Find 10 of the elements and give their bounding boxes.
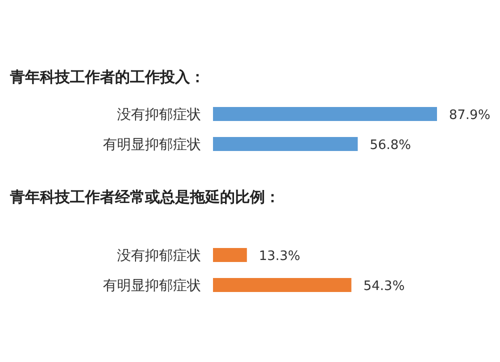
chart-title: 青年科技工作者的工作投入： bbox=[9, 68, 205, 86]
data-label: 54.3% bbox=[363, 279, 405, 294]
data-label: 87.9% bbox=[449, 108, 490, 123]
data-label: 13.3% bbox=[258, 249, 300, 264]
y-tick-label: 有明显抑郁症状 bbox=[103, 137, 201, 153]
data-label: 56.8% bbox=[370, 138, 412, 153]
chart-title: 青年科技工作者经常或总是拖延的比例： bbox=[9, 188, 280, 206]
y-tick-label: 有明显抑郁症状 bbox=[103, 278, 201, 294]
y-tick-label: 没有抑郁症状 bbox=[117, 248, 201, 264]
y-tick-label: 没有抑郁症状 bbox=[117, 107, 201, 123]
